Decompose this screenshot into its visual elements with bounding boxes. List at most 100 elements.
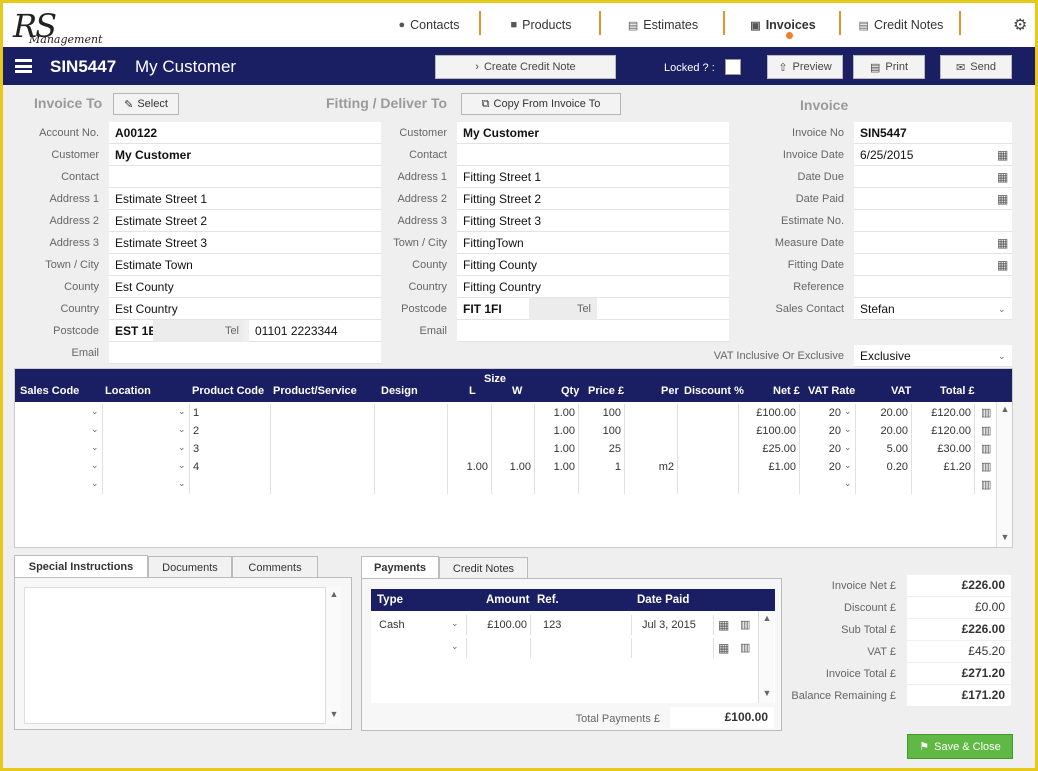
vat-cell[interactable] (856, 476, 912, 494)
vat-cell[interactable]: 0.20 (856, 458, 912, 476)
price-cell[interactable]: 100 (579, 422, 625, 440)
chevron-down-icon[interactable]: ▼ (1000, 532, 1010, 542)
discount-cell[interactable] (678, 440, 739, 458)
payment-type-cell[interactable] (371, 638, 467, 658)
calendar-icon[interactable]: ▦ (997, 192, 1009, 206)
invoice-to-field[interactable]: Estimate Town (109, 254, 381, 276)
invoice-field[interactable] (854, 166, 1012, 188)
vat-rate-cell[interactable]: 20 (800, 422, 856, 440)
invoice-field[interactable]: 6/25/2015 (854, 144, 1012, 166)
sales-code-cell[interactable] (15, 422, 103, 440)
deliver-to-field[interactable]: Fitting Street 1 (457, 166, 729, 188)
invoice-field[interactable] (854, 276, 1012, 298)
qty-cell[interactable]: 1.00 (535, 422, 579, 440)
deliver-to-field[interactable]: My Customer (457, 122, 729, 144)
tab-comments[interactable]: Comments (232, 556, 318, 578)
location-cell[interactable] (103, 458, 190, 476)
net-cell[interactable]: £25.00 (739, 440, 800, 458)
product-service-cell[interactable] (271, 440, 375, 458)
trash-icon[interactable]: ▥ (981, 479, 992, 491)
copy-from-invoice-button[interactable]: ⧉ Copy From Invoice To (461, 93, 621, 115)
vat-rate-cell[interactable]: 20 (800, 458, 856, 476)
payment-ref-cell[interactable] (531, 638, 632, 658)
product-code-cell[interactable] (190, 476, 271, 494)
price-cell[interactable]: 100 (579, 404, 625, 422)
invoice-to-field[interactable]: Estimate Street 2 (109, 210, 381, 232)
tel-field[interactable]: 01101 2223344 (249, 320, 381, 342)
payment-ref-cell[interactable]: 123 (531, 615, 632, 635)
vat-rate-cell[interactable]: 20 (800, 404, 856, 422)
design-cell[interactable] (375, 404, 448, 422)
design-cell[interactable] (375, 458, 448, 476)
per-cell[interactable] (625, 440, 678, 458)
vat-rate-cell[interactable]: 20 (800, 440, 856, 458)
email-field[interactable] (109, 342, 381, 364)
product-service-cell[interactable] (271, 422, 375, 440)
length-cell[interactable] (448, 404, 492, 422)
discount-cell[interactable] (678, 458, 739, 476)
nav-contacts[interactable]: ● Contacts (381, 3, 477, 47)
width-cell[interactable] (492, 440, 535, 458)
calendar-icon[interactable]: ▦ (997, 148, 1009, 162)
product-code-cell[interactable]: 3 (190, 440, 271, 458)
invoice-to-field[interactable]: A00122 (109, 122, 381, 144)
vat-rate-cell[interactable] (800, 476, 856, 494)
discount-cell[interactable] (678, 422, 739, 440)
invoice-to-field[interactable]: Est Country (109, 298, 381, 320)
discount-cell[interactable] (678, 476, 739, 494)
tab-documents[interactable]: Documents (148, 556, 232, 578)
deliver-to-field[interactable]: Fitting Street 3 (457, 210, 729, 232)
deliver-to-field[interactable]: Fitting Street 2 (457, 188, 729, 210)
deliver-to-field[interactable]: Fitting Country (457, 276, 729, 298)
total-cell[interactable]: £120.00 (912, 404, 975, 422)
qty-cell[interactable] (535, 476, 579, 494)
invoice-to-field[interactable]: Estimate Street 1 (109, 188, 381, 210)
payment-type-cell[interactable]: Cash (371, 615, 467, 635)
nav-credit-notes[interactable]: ▤ Credit Notes (843, 3, 959, 47)
trash-icon[interactable]: ▥ (981, 443, 992, 455)
invoice-to-field[interactable] (109, 166, 381, 188)
chevron-up-icon[interactable]: ▲ (762, 613, 772, 623)
qty-cell[interactable]: 1.00 (535, 440, 579, 458)
total-cell[interactable]: £120.00 (912, 422, 975, 440)
items-scrollbar[interactable]: ▲ ▼ (996, 402, 1012, 547)
hamburger-menu-icon[interactable] (15, 59, 32, 73)
preview-button[interactable]: ⇧ Preview (767, 55, 843, 79)
total-cell[interactable]: £1.20 (912, 458, 975, 476)
invoice-field[interactable] (854, 232, 1012, 254)
trash-icon[interactable]: ▥ (740, 642, 751, 654)
select-customer-button[interactable]: ✎ Select (113, 93, 179, 115)
location-cell[interactable] (103, 404, 190, 422)
product-code-cell[interactable]: 1 (190, 404, 271, 422)
save-close-button[interactable]: ⚑ Save & Close (907, 734, 1013, 759)
total-cell[interactable] (912, 476, 975, 494)
price-cell[interactable]: 1 (579, 458, 625, 476)
deliver-to-field[interactable] (457, 144, 729, 166)
calendar-icon[interactable]: ▦ (997, 258, 1009, 272)
invoice-field[interactable]: SIN5447 (854, 122, 1012, 144)
net-cell[interactable]: £1.00 (739, 458, 800, 476)
net-cell[interactable]: £100.00 (739, 422, 800, 440)
sales-code-cell[interactable] (15, 476, 103, 494)
width-cell[interactable]: 1.00 (492, 458, 535, 476)
locked-checkbox[interactable] (725, 59, 741, 75)
design-cell[interactable] (375, 422, 448, 440)
length-cell[interactable] (448, 476, 492, 494)
product-code-cell[interactable]: 4 (190, 458, 271, 476)
tab-credit-notes[interactable]: Credit Notes (439, 557, 528, 579)
sales-code-cell[interactable] (15, 458, 103, 476)
qty-cell[interactable]: 1.00 (535, 404, 579, 422)
payments-scrollbar[interactable]: ▲ ▼ (758, 611, 774, 703)
per-cell[interactable]: m2 (625, 458, 678, 476)
calendar-icon[interactable]: ▦ (718, 641, 730, 655)
calendar-icon[interactable]: ▦ (997, 236, 1009, 250)
chevron-up-icon[interactable]: ▲ (329, 589, 339, 599)
per-cell[interactable] (625, 404, 678, 422)
design-cell[interactable] (375, 476, 448, 494)
invoice-field[interactable] (854, 210, 1012, 232)
nav-invoices[interactable]: ▣ Invoices (727, 3, 839, 47)
price-cell[interactable]: 25 (579, 440, 625, 458)
trash-icon[interactable]: ▥ (981, 407, 992, 419)
vat-cell[interactable]: 20.00 (856, 404, 912, 422)
payment-date-cell[interactable]: Jul 3, 2015 (632, 615, 714, 635)
